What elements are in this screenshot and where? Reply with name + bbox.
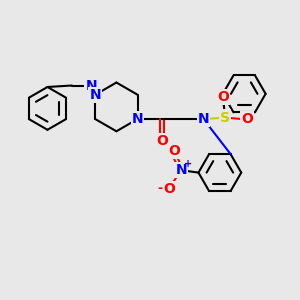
Text: N: N (89, 88, 101, 102)
Text: N: N (132, 112, 143, 126)
Text: -: - (157, 182, 162, 194)
Text: O: O (218, 90, 230, 104)
Text: O: O (241, 112, 253, 126)
Text: S: S (220, 111, 230, 124)
Text: O: O (168, 144, 180, 158)
Text: N: N (176, 163, 187, 177)
Text: N: N (85, 79, 97, 92)
Text: O: O (164, 182, 175, 196)
Text: +: + (184, 159, 192, 169)
Text: O: O (156, 134, 168, 148)
Text: N: N (198, 112, 209, 126)
